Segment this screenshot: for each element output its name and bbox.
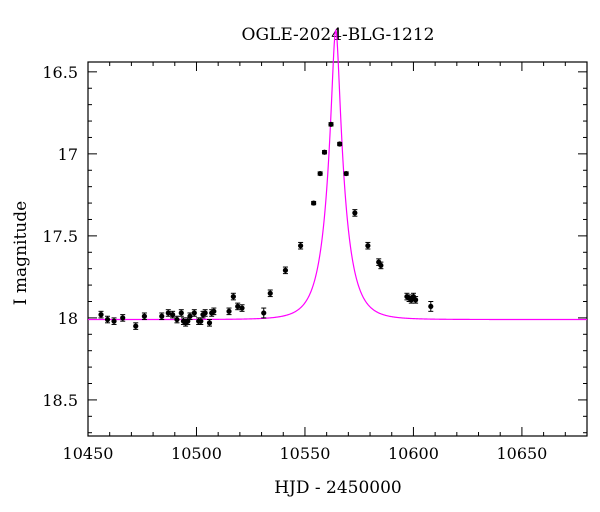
data-point: [230, 293, 236, 300]
x-tick-label: 10650: [496, 444, 547, 463]
data-point: [267, 290, 273, 296]
data-point: [328, 121, 334, 127]
data-point: [428, 303, 434, 310]
data-point: [98, 312, 104, 318]
data-point: [120, 315, 126, 321]
plot-frame: [87, 61, 588, 437]
data-point: [378, 262, 384, 269]
model-curve: [88, 28, 587, 321]
data-point: [282, 267, 289, 273]
data-point: [321, 149, 328, 155]
y-tick-label: 18.5: [42, 391, 78, 410]
data-point: [365, 243, 371, 249]
data-point: [141, 313, 148, 319]
data-point: [187, 313, 193, 319]
data-point: [211, 308, 217, 314]
data-point: [206, 320, 213, 326]
data-point: [343, 170, 349, 177]
data-point: [104, 316, 111, 323]
chart-title: OGLE-2024-BLG-1212: [242, 25, 435, 45]
data-point: [337, 141, 343, 147]
data-point: [191, 310, 197, 316]
y-axis-label: I magnitude: [11, 201, 31, 305]
data-point: [239, 305, 245, 311]
x-tick-label: 10600: [388, 444, 439, 463]
data-point: [413, 297, 419, 303]
x-axis-label: HJD - 2450000: [274, 478, 402, 498]
data-point: [178, 310, 184, 316]
x-tick-label: 10550: [280, 444, 331, 463]
plot-area: 10450 10500 10550 10600 10650 16.5 17 17.5 18 18.…: [42, 28, 588, 463]
x-tick-label: 10450: [63, 444, 114, 463]
y-tick-label: 17.5: [42, 227, 78, 246]
y-tick-label: 17: [58, 145, 78, 164]
y-tick-label: 18: [58, 309, 78, 328]
data-point: [133, 323, 139, 329]
data-point: [261, 310, 267, 316]
data-point: [170, 312, 176, 318]
data-point: [235, 303, 241, 310]
y-tick-label: 16.5: [42, 63, 78, 82]
data-point: [226, 308, 232, 314]
data-point: [317, 170, 323, 177]
data-point: [165, 310, 171, 316]
data-point: [352, 210, 358, 216]
x-tick-label: 10500: [171, 444, 222, 463]
data-point: [174, 316, 180, 323]
data-point: [159, 313, 165, 319]
data-point: [202, 310, 208, 316]
data-point: [111, 318, 117, 324]
data-point: [298, 243, 304, 249]
data-point: [198, 318, 204, 324]
data-point: [311, 200, 317, 206]
